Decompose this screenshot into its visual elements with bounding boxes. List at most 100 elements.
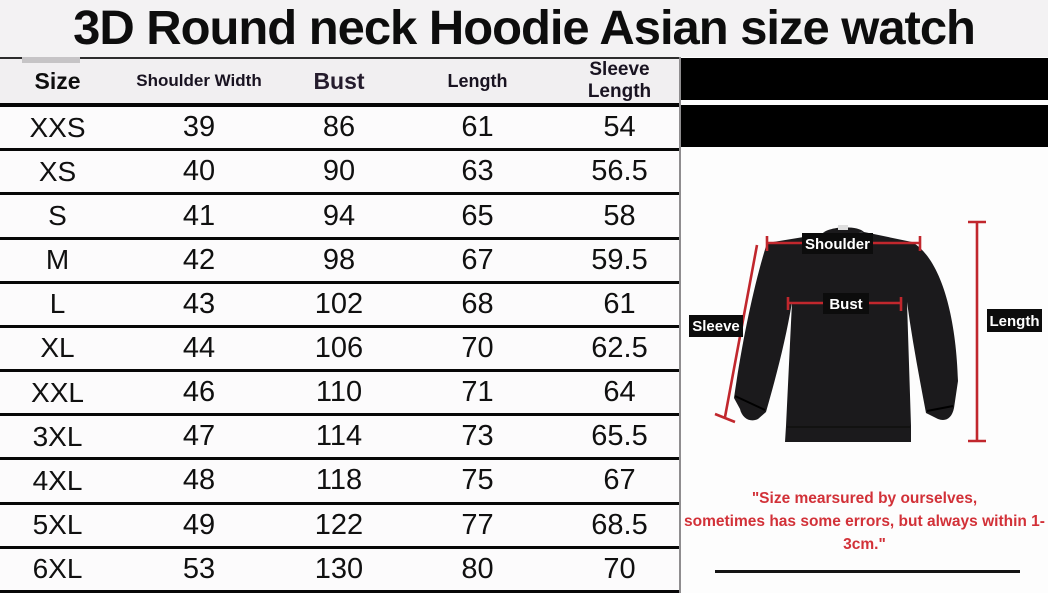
measurement-value: 90: [283, 149, 395, 196]
shoulder-label-box: [802, 233, 873, 254]
measurement-value: 67: [395, 238, 560, 284]
hoodie-measurement-diagram: Shoulder Bust Sleeve: [689, 220, 1042, 443]
measurement-value: 64: [560, 370, 679, 417]
measurement-value: 94: [283, 193, 395, 240]
size-table: Size Shoulder Width Bust Length Sleeve Lengt…: [0, 57, 679, 593]
shoulder-label: Shoulder: [805, 236, 870, 253]
measurement-value: 63: [395, 149, 560, 196]
measurement-value: 40: [115, 149, 283, 196]
measurement-value: 61: [560, 282, 679, 328]
measurement-value: 77: [395, 503, 560, 549]
measurement-disclaimer: "Size mearsured by ourselves, sometimes …: [681, 487, 1048, 556]
measurement-value: 65: [395, 193, 560, 240]
table-row: 4XL 48 118 75 67: [0, 458, 679, 505]
shoulder-measure: Shoulder: [765, 233, 922, 254]
size-label: XXL: [0, 370, 115, 417]
measurement-value: 80: [395, 547, 560, 593]
measurement-value: 39: [115, 105, 283, 152]
measurement-value: 86: [283, 105, 395, 152]
sleeve-measure: Sleeve: [689, 244, 759, 424]
measurement-value: 102: [283, 282, 395, 328]
measurement-value: 41: [115, 193, 283, 240]
length-measure-line: [968, 220, 986, 443]
sleeve-label-box: [689, 315, 743, 337]
size-label: M: [0, 238, 115, 284]
disclaimer-line-2: sometimes has some errors, but always wi…: [684, 513, 1045, 553]
measurement-value: 67: [560, 458, 679, 505]
size-label: 4XL: [0, 458, 115, 505]
page-title: 3D Round neck Hoodie Asian size watch: [73, 1, 976, 55]
column-header: Shoulder Width: [115, 58, 283, 107]
table-row: 6XL 53 130 80 70: [0, 547, 679, 593]
right-cuff-seam: [926, 405, 954, 412]
measurement-value: 73: [395, 414, 560, 461]
size-label: S: [0, 193, 115, 240]
measurement-value: 47: [115, 414, 283, 461]
size-label: L: [0, 282, 115, 328]
length-measure: Length: [968, 220, 1042, 443]
bust-label-box: [823, 293, 869, 314]
column-header: Size: [0, 58, 115, 107]
measurement-value: 54: [560, 105, 679, 152]
measurement-value: 56.5: [560, 149, 679, 196]
column-header: Sleeve Length: [560, 58, 679, 107]
size-label: 5XL: [0, 503, 115, 549]
table-row: S 41 94 65 58: [0, 193, 679, 240]
measurement-value: 43: [115, 282, 283, 328]
measurement-value: 53: [115, 547, 283, 593]
measurement-value: 118: [283, 458, 395, 505]
disclaimer-line-1: "Size mearsured by ourselves,: [751, 490, 978, 507]
measurement-guide-panel: Shoulder Bust Sleeve: [681, 57, 1048, 593]
length-label: Length: [990, 313, 1040, 330]
table-row: L 43 102 68 61: [0, 282, 679, 328]
table-row: XL 44 106 70 62.5: [0, 326, 679, 373]
measurement-value: 61: [395, 105, 560, 152]
bust-label: Bust: [829, 296, 862, 313]
measurement-value: 46: [115, 370, 283, 417]
measurement-value: 42: [115, 238, 283, 284]
measurement-value: 130: [283, 547, 395, 593]
column-header: Length: [395, 58, 560, 107]
size-label: XXS: [0, 105, 115, 152]
measurement-value: 98: [283, 238, 395, 284]
column-header: Bust: [283, 58, 395, 107]
left-cuff-seam: [734, 395, 766, 411]
length-label-box: [987, 309, 1042, 332]
measurement-value: 65.5: [560, 414, 679, 461]
table-row: M 42 98 67 59.5: [0, 238, 679, 284]
divider-line: [715, 570, 1020, 573]
size-label: XL: [0, 326, 115, 373]
measurement-value: 70: [560, 547, 679, 593]
measurement-value: 48: [115, 458, 283, 505]
table-row: XXS 39 86 61 54: [0, 105, 679, 152]
measurement-value: 44: [115, 326, 283, 373]
size-header-highlight: [22, 57, 80, 63]
measurement-value: 62.5: [560, 326, 679, 373]
table-row: XXL 46 110 71 64: [0, 370, 679, 417]
bust-measure: Bust: [786, 293, 903, 314]
size-label: 6XL: [0, 547, 115, 593]
measurement-value: 114: [283, 414, 395, 461]
measurement-value: 106: [283, 326, 395, 373]
sleeve-label: Sleeve: [692, 318, 740, 335]
measurement-value: 71: [395, 370, 560, 417]
measurement-value: 110: [283, 370, 395, 417]
size-table-area: Size Shoulder Width Bust Length Sleeve Lengt…: [0, 57, 681, 593]
table-row: 3XL 47 114 73 65.5: [0, 414, 679, 461]
table-header-row: Size Shoulder Width Bust Length Sleeve Lengt…: [0, 58, 679, 107]
hoodie-silhouette: [734, 225, 958, 442]
size-label: XS: [0, 149, 115, 196]
measurement-value: 49: [115, 503, 283, 549]
measurement-value: 58: [560, 193, 679, 240]
measurement-value: 122: [283, 503, 395, 549]
black-banner-bottom: [681, 105, 1048, 147]
measurement-value: 59.5: [560, 238, 679, 284]
collar-tag: [838, 225, 848, 230]
content: Size Shoulder Width Bust Length Sleeve Lengt…: [0, 57, 1048, 593]
size-label: 3XL: [0, 414, 115, 461]
measurement-value: 70: [395, 326, 560, 373]
measurement-value: 68.5: [560, 503, 679, 549]
black-banner-top: [681, 58, 1048, 100]
measurement-value: 68: [395, 282, 560, 328]
